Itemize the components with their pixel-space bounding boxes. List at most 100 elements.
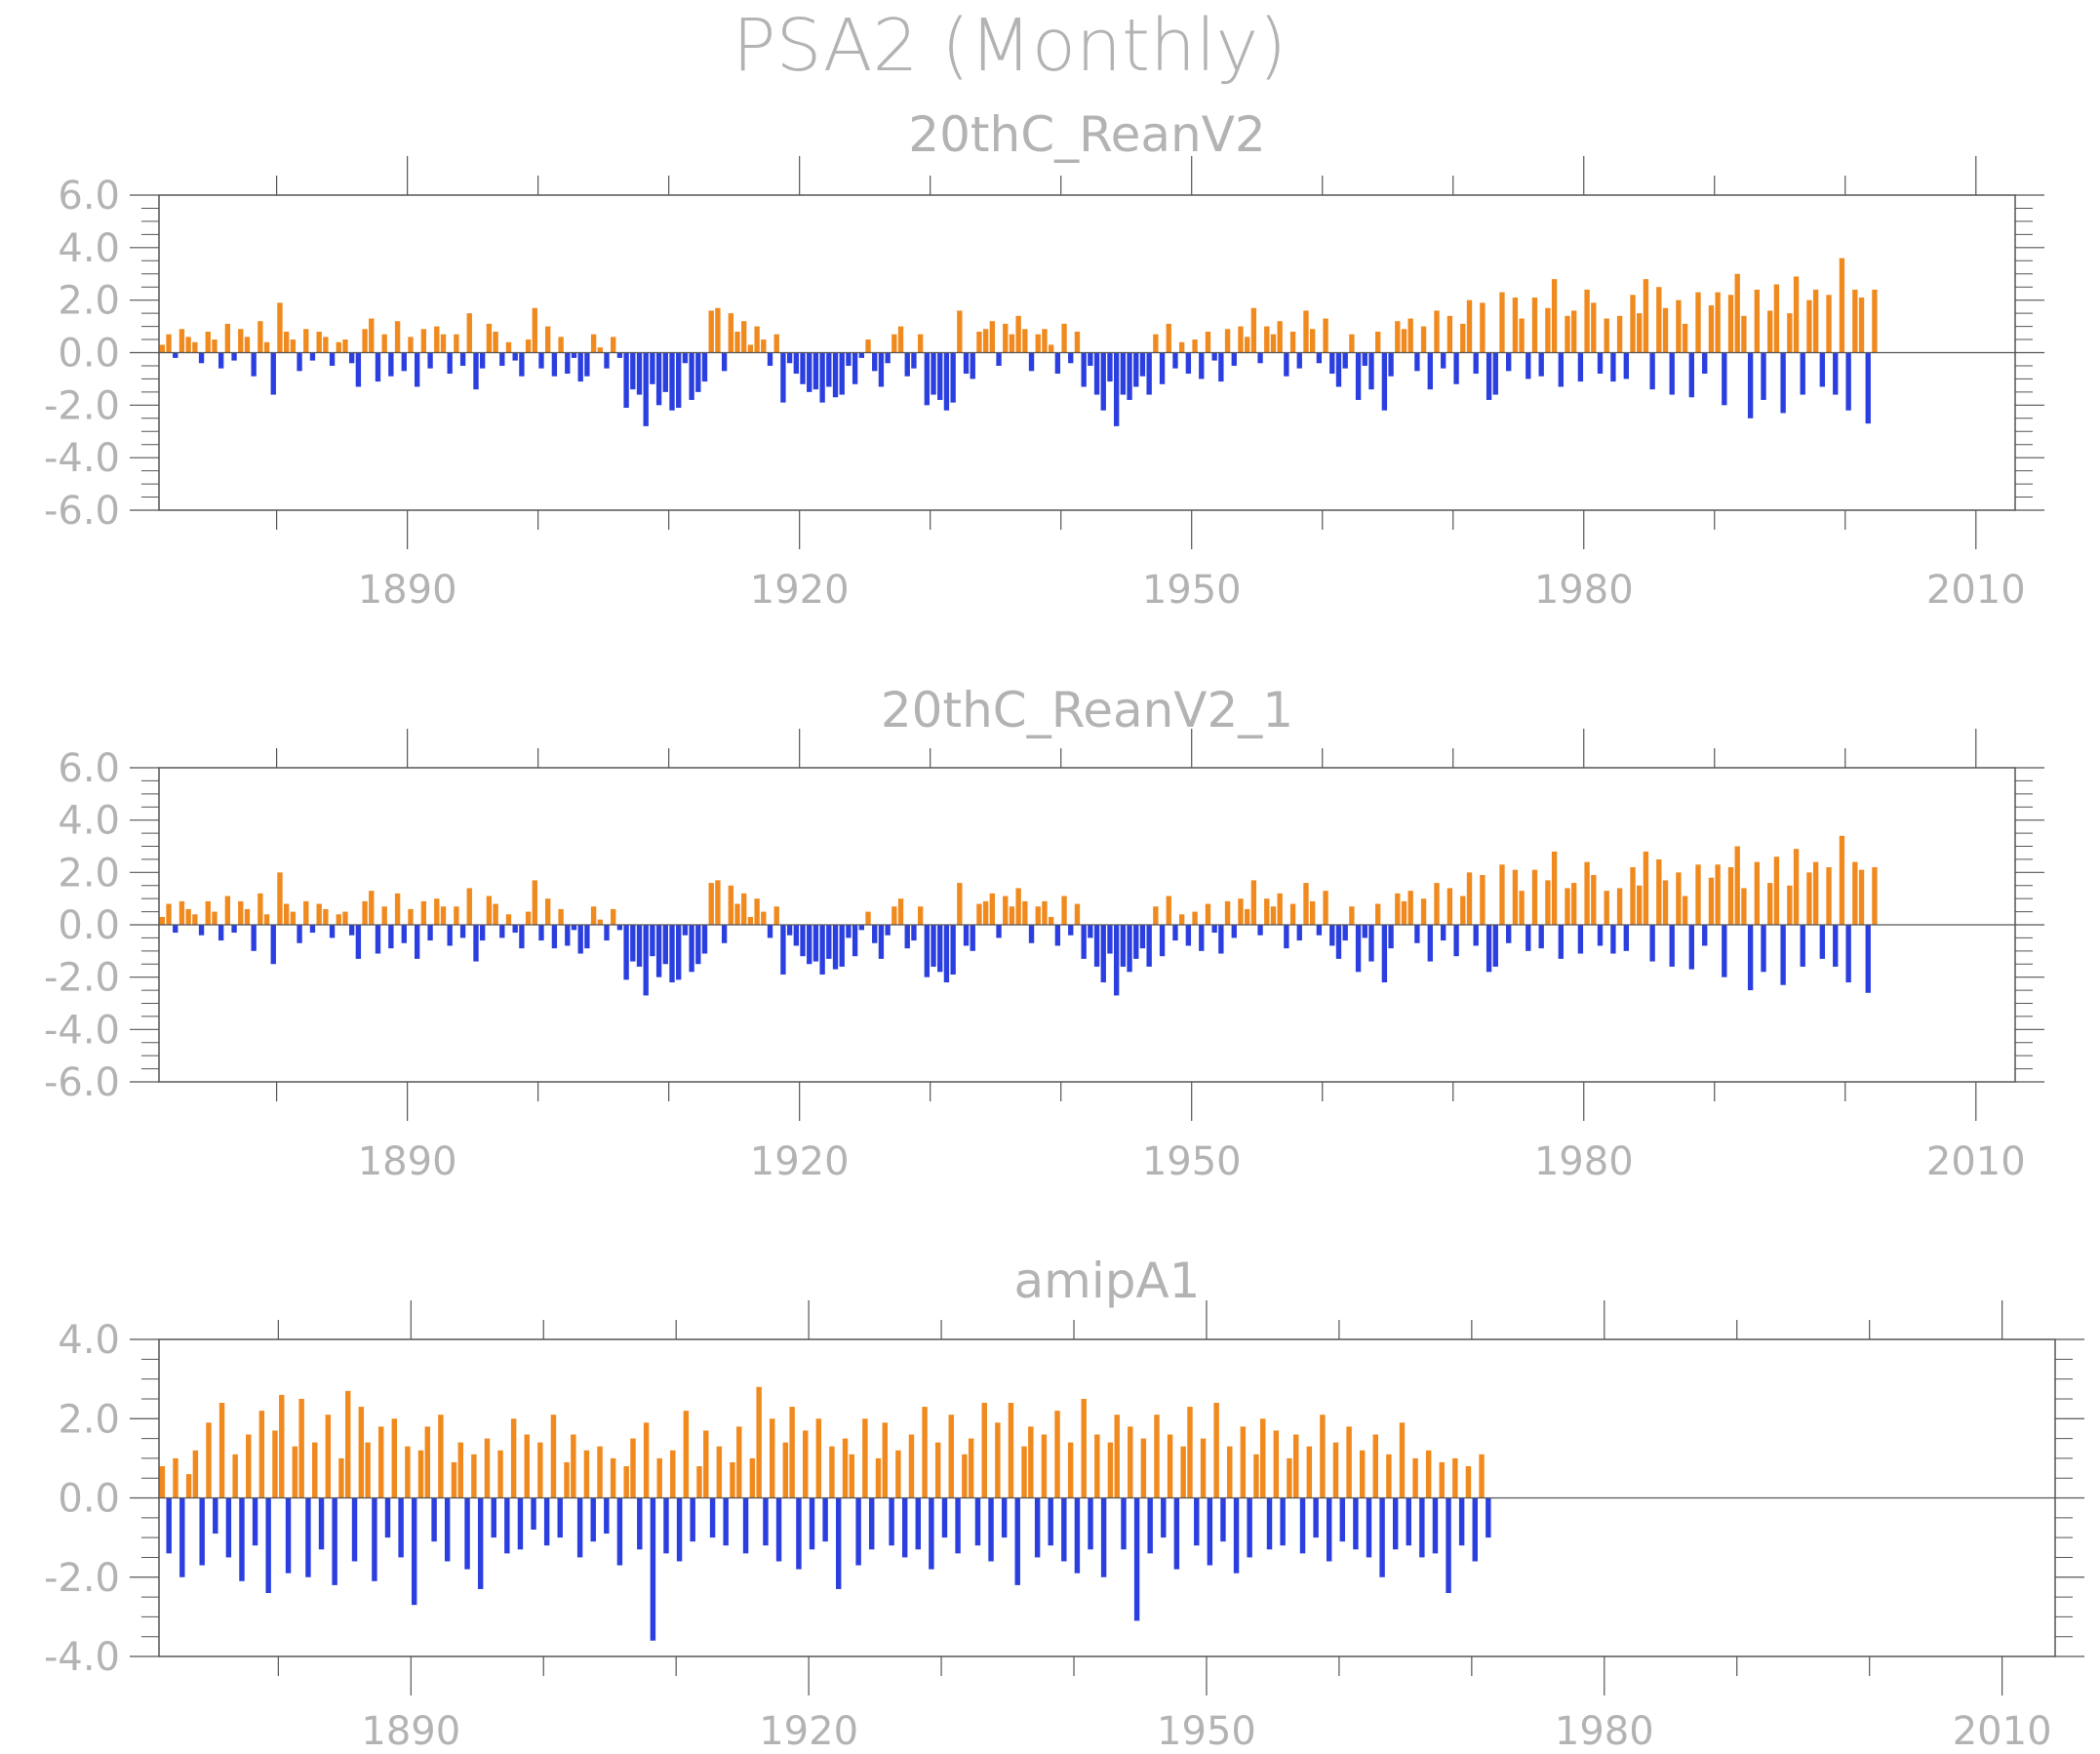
positive-bar <box>192 1450 199 1498</box>
negative-bar <box>682 925 689 936</box>
positive-bar <box>747 344 754 353</box>
chart-panel-3: amipA1 -4.0 -2.0 0.0 2.0 4.0 1890 1920 1950 1980 2… <box>44 1253 2084 1754</box>
positive-bar <box>486 323 493 353</box>
negative-bar <box>1054 352 1061 375</box>
negative-bar <box>179 1497 185 1577</box>
negative-bar <box>852 352 858 384</box>
positive-bar <box>1309 900 1316 925</box>
positive-bar <box>1480 875 1486 925</box>
negative-bar <box>1473 925 1479 946</box>
negative-bar <box>1107 925 1113 954</box>
negative-bar <box>265 1497 271 1593</box>
negative-bar <box>1326 1497 1332 1562</box>
positive-bar <box>597 919 603 925</box>
negative-bar <box>351 1497 358 1562</box>
negative-bar <box>218 925 224 941</box>
positive-bar <box>1407 318 1413 353</box>
negative-bar <box>1610 352 1616 382</box>
negative-bar <box>963 925 970 946</box>
negative-bar <box>742 1497 749 1554</box>
y-tick-label: 0.0 <box>58 903 120 948</box>
positive-bar <box>865 339 871 353</box>
negative-bar <box>655 925 662 977</box>
positive-bar <box>1793 849 1800 925</box>
positive-bar <box>417 1450 424 1498</box>
negative-bar <box>571 352 577 358</box>
positive-bar <box>1412 1457 1418 1498</box>
negative-bar <box>198 352 205 364</box>
y-tick-label: -6.0 <box>44 1060 120 1105</box>
negative-bar <box>793 925 799 946</box>
positive-bar <box>466 888 472 925</box>
positive-bar <box>892 906 897 925</box>
negative-bar <box>1113 925 1120 996</box>
negative-bar <box>1419 1497 1425 1558</box>
negative-bar <box>1669 925 1675 967</box>
positive-bar <box>1439 1461 1445 1498</box>
panel-title: 20thC_ReanV2 <box>908 106 1265 163</box>
negative-bar <box>1284 352 1289 377</box>
negative-bar <box>709 1497 716 1538</box>
negative-bar <box>401 352 407 372</box>
positive-bar <box>1531 297 1538 353</box>
positive-bar <box>1395 321 1401 353</box>
positive-bar <box>272 1430 278 1498</box>
positive-bar <box>1128 1426 1133 1498</box>
positive-bar <box>1289 903 1296 925</box>
negative-bar <box>793 352 799 375</box>
y-tick-label: 2.0 <box>58 851 120 896</box>
negative-bar <box>1819 925 1826 959</box>
positive-bar <box>761 911 767 925</box>
positive-bar <box>1042 900 1048 925</box>
positive-bar <box>212 339 218 353</box>
negative-bar <box>950 925 956 975</box>
positive-bar <box>1531 869 1538 925</box>
negative-bar <box>809 1497 815 1550</box>
positive-bar <box>1054 1411 1060 1498</box>
negative-bar <box>901 1497 908 1558</box>
negative-bar <box>199 1497 205 1566</box>
positive-bar <box>1270 334 1277 353</box>
positive-bar <box>1003 896 1009 925</box>
negative-bar <box>251 925 257 951</box>
x-tick-label: 1920 <box>759 1709 858 1754</box>
negative-bar <box>1120 925 1127 967</box>
negative-bar <box>852 925 858 957</box>
positive-bar <box>670 1450 676 1498</box>
x-tick-label: 1920 <box>750 1139 850 1184</box>
negative-bar <box>239 1497 245 1581</box>
negative-bar <box>721 925 728 943</box>
positive-bar <box>1420 326 1427 353</box>
negative-bar <box>1492 925 1498 967</box>
negative-bar <box>1093 925 1100 967</box>
positive-bar <box>1839 835 1845 925</box>
positive-bar <box>1682 896 1688 925</box>
negative-bar <box>538 925 544 941</box>
positive-bar <box>1061 896 1067 925</box>
negative-bar <box>822 1497 828 1542</box>
positive-bar <box>486 896 493 925</box>
positive-bar <box>1250 307 1257 353</box>
negative-bar <box>941 1497 948 1538</box>
positive-bar <box>381 334 387 353</box>
negative-bar <box>643 925 649 996</box>
positive-bar <box>1154 1415 1160 1498</box>
negative-bar <box>855 1497 861 1566</box>
negative-bar <box>551 925 558 949</box>
negative-bar <box>662 352 668 392</box>
positive-bar <box>1767 310 1773 353</box>
positive-bar <box>1773 284 1780 353</box>
positive-bar <box>1042 329 1048 353</box>
negative-bar <box>669 352 675 411</box>
x-tick-label: 1950 <box>1142 568 1242 613</box>
positive-bar <box>1787 885 1793 925</box>
positive-bar <box>312 1442 318 1498</box>
negative-bar <box>1159 925 1166 957</box>
positive-bar <box>1407 891 1413 925</box>
negative-bar <box>444 1497 451 1562</box>
negative-bar <box>318 1497 325 1550</box>
negative-bar <box>1525 925 1531 951</box>
y-tick-label: 2.0 <box>58 1397 120 1442</box>
positive-bar <box>1395 893 1401 925</box>
positive-bar <box>525 911 532 925</box>
